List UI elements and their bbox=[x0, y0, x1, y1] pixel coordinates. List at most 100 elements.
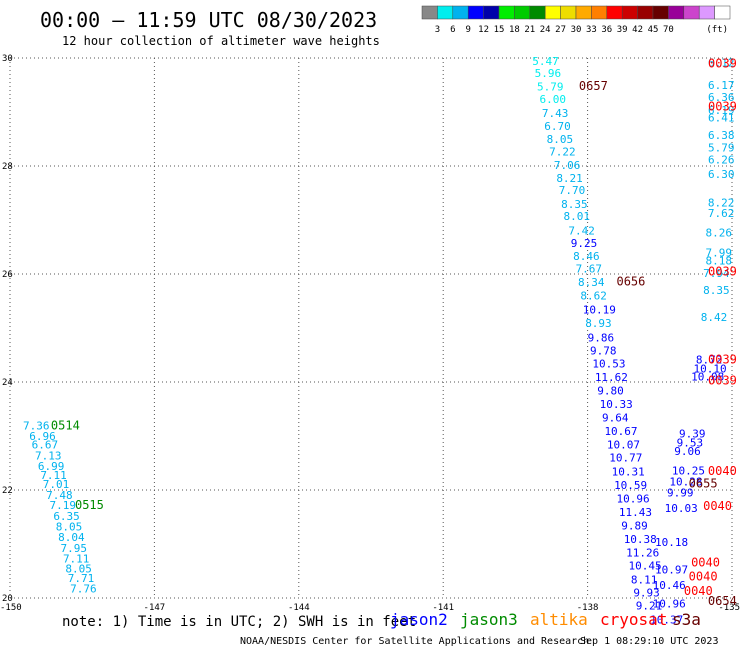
swh-label: 10.03 bbox=[665, 502, 698, 515]
swh-label: 6.70 bbox=[544, 120, 571, 133]
swh-label: 9.86 bbox=[588, 332, 615, 345]
colorbar-label: 27 bbox=[555, 25, 566, 35]
x-tick-label: -150 bbox=[0, 603, 22, 613]
grid bbox=[9, 57, 733, 599]
y-tick-label: 30 bbox=[2, 54, 13, 64]
legend-jason3: jason3 bbox=[460, 610, 518, 629]
colorbar-swatch bbox=[668, 5, 685, 20]
pass-times: 0514 0515 0657 0656 0655 0654 0039 0039 0039 0039… bbox=[51, 56, 737, 608]
swh-label: 10.45 bbox=[629, 560, 662, 573]
colorbar-label: 9 bbox=[465, 25, 470, 35]
swh-label: 5.47 bbox=[532, 55, 559, 68]
colorbar-swatch bbox=[698, 5, 715, 20]
swh-label: 5.79 bbox=[537, 81, 564, 94]
swh-label: 7.36 bbox=[23, 420, 50, 433]
x-tick-label: -141 bbox=[432, 603, 454, 613]
swh-label: 6.26 bbox=[708, 154, 735, 167]
colorbar-label: 3 bbox=[435, 25, 440, 35]
colorbar-label: 24 bbox=[540, 25, 551, 35]
swh-label: 7.11 bbox=[63, 553, 90, 566]
colorbar-swatch bbox=[591, 5, 608, 20]
pass-time-label: 0657 bbox=[579, 79, 608, 93]
swh-label: 9.21 bbox=[636, 600, 663, 613]
colorbar-swatch bbox=[560, 5, 577, 20]
y-tick-label: 24 bbox=[2, 378, 13, 388]
swh-label: 10.46 bbox=[653, 579, 686, 592]
pass-time-label: 0040 bbox=[684, 584, 713, 598]
swh-label: 6.17 bbox=[708, 79, 735, 92]
pass-time-label: 0039 bbox=[708, 352, 737, 366]
y-tick-label: 26 bbox=[2, 270, 13, 280]
swh-label: 6.36 bbox=[708, 91, 735, 104]
swh-label: 7.06 bbox=[554, 159, 581, 172]
swh-label: 8.62 bbox=[580, 290, 607, 303]
x-tick-label: -138 bbox=[577, 603, 599, 613]
swh-label: 8.35 bbox=[703, 284, 730, 297]
swh-label: 8.46 bbox=[573, 250, 600, 263]
pass-time-label: 0040 bbox=[708, 464, 737, 478]
colorbar-swatch bbox=[544, 5, 561, 20]
pass-time-label: 0039 bbox=[708, 373, 737, 387]
legend-s3a: s3a bbox=[672, 610, 701, 629]
colorbar-label: 70 bbox=[663, 25, 674, 35]
swh-label: 6.67 bbox=[32, 439, 59, 452]
colorbar-unit: (ft) bbox=[706, 25, 728, 35]
pass-time-label: 0656 bbox=[616, 275, 645, 289]
swh-label: 10.38 bbox=[624, 533, 657, 546]
swh-label: 6.38 bbox=[708, 129, 735, 142]
pass-time-label: 0040 bbox=[689, 569, 718, 583]
swh-label: 8.34 bbox=[578, 276, 605, 289]
pass-time-label: 0654 bbox=[708, 594, 737, 608]
colorbar-swatch bbox=[467, 5, 484, 20]
swh-label: 8.01 bbox=[564, 210, 591, 223]
colorbar-label: 30 bbox=[571, 25, 582, 35]
swh-label: 11.43 bbox=[619, 506, 652, 519]
swh-label: 10.67 bbox=[604, 425, 637, 438]
x-tick-label: -135 bbox=[718, 603, 740, 613]
colorbar-label: 36 bbox=[601, 25, 612, 35]
colorbar-label: 21 bbox=[524, 25, 535, 35]
swh-label: 11.62 bbox=[595, 371, 628, 384]
y-tick-label: 28 bbox=[2, 162, 13, 172]
swh-label: 9.06 bbox=[674, 445, 701, 458]
swh-label: 6.41 bbox=[708, 111, 735, 124]
pass-time-label: 0039 bbox=[708, 264, 737, 278]
swh-label: 10.59 bbox=[614, 479, 647, 492]
swh-label: 9.53 bbox=[677, 436, 704, 449]
colorbar-swatch bbox=[529, 5, 546, 20]
swh-label: 9.93 bbox=[633, 587, 660, 600]
swh-label: 10.25 bbox=[672, 465, 705, 478]
pass-time-label: 0515 bbox=[75, 498, 104, 512]
pass-time-label: 0655 bbox=[689, 477, 718, 491]
swh-label: 7.19 bbox=[49, 499, 75, 512]
swh-label: 9.64 bbox=[602, 412, 629, 425]
swh-label: 6.19 bbox=[708, 104, 735, 117]
colorbar-label: 33 bbox=[586, 25, 597, 35]
swh-label: 7.71 bbox=[68, 572, 95, 585]
pass-time-label: 0514 bbox=[51, 419, 80, 433]
swh-label: 10.53 bbox=[592, 358, 625, 371]
swh-label: 9.25 bbox=[571, 237, 598, 250]
swh-label: 10.96 bbox=[616, 493, 649, 506]
colorbar-label: 15 bbox=[494, 25, 505, 35]
swh-label: 10.31 bbox=[612, 466, 645, 479]
swh-label: 6.99 bbox=[38, 460, 64, 473]
colorbar-swatch bbox=[683, 5, 700, 20]
swh-label: 7.01 bbox=[43, 478, 70, 491]
swh-label: 11.26 bbox=[626, 547, 659, 560]
pass-time-label: 0040 bbox=[703, 499, 732, 513]
swh-label: 7.76 bbox=[70, 582, 97, 595]
swh-label: 8.42 bbox=[701, 311, 728, 324]
swh-label: 7.62 bbox=[708, 207, 735, 220]
colorbar-label: 6 bbox=[450, 25, 455, 35]
colorbar-swatch bbox=[421, 5, 438, 20]
colorbar-swatch bbox=[637, 5, 654, 20]
swh-label: 10.19 bbox=[583, 304, 616, 317]
swh-label: 8.05 bbox=[547, 133, 574, 146]
swh-label: 8.05 bbox=[65, 562, 92, 575]
swh-label: 10.96 bbox=[653, 597, 686, 610]
swh-label: 10.37 bbox=[650, 614, 683, 627]
swh-label: 7.99 bbox=[706, 246, 733, 259]
swh-label: 8.05 bbox=[56, 521, 83, 534]
swh-label: 6.96 bbox=[29, 430, 56, 443]
